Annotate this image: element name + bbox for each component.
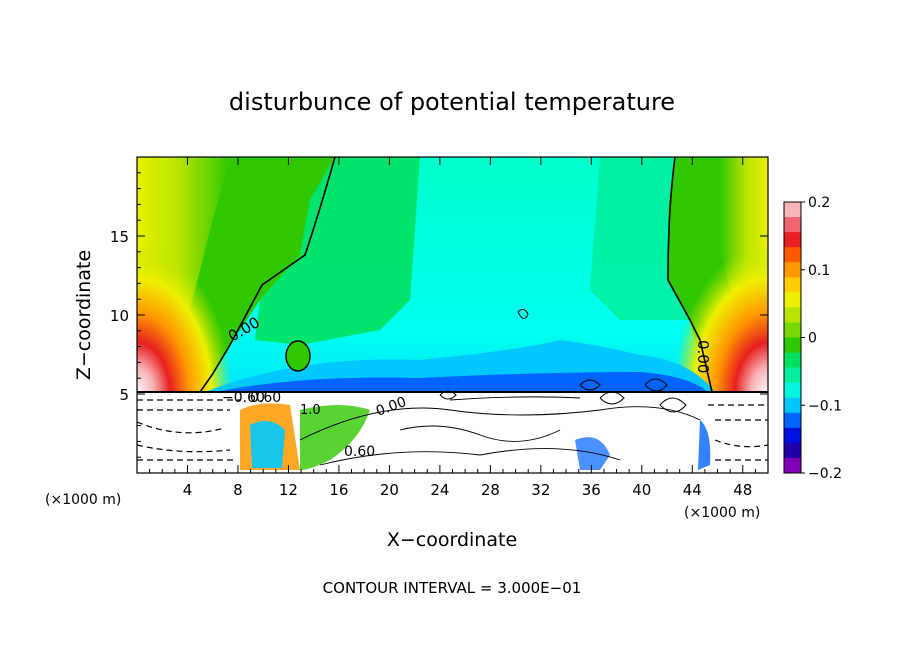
field-lower-anomaly-4 (575, 437, 610, 470)
field-lower-anomaly-2 (300, 405, 370, 470)
x-tick-label: 36 (582, 481, 601, 499)
x-tick-label: 32 (531, 481, 550, 499)
plot-area (137, 157, 768, 473)
x-tick-label: 48 (733, 481, 752, 499)
y-tick-label: 15 (110, 228, 129, 246)
x-tick-label: 20 (380, 481, 399, 499)
colorbar-swatch (784, 457, 801, 474)
colorbar-swatch (784, 217, 801, 233)
colorbar-tick-label: −0.1 (808, 398, 842, 414)
contour-label: 0.60 (344, 444, 375, 460)
contour-cells-right (439, 378, 687, 413)
contour-blob (285, 340, 311, 372)
contour-label: 0.00 (694, 340, 712, 373)
x-tick-label: 12 (279, 481, 298, 499)
x-tick-label: 8 (233, 481, 243, 499)
contour-label: 0.60 (250, 390, 281, 406)
colorbar-swatch (784, 367, 801, 384)
field-hot-left (137, 245, 232, 395)
colorbar-tick-label: 0.1 (808, 263, 830, 279)
y-axis: 5 10 15 (110, 172, 768, 458)
x-tick-label: 40 (632, 481, 651, 499)
field-midgreen-band-right (590, 157, 690, 320)
colorbar: 0.2 0.1 0 −0.1 −0.2 (783, 195, 842, 482)
x-unit-right: (×1000 m) (684, 505, 760, 521)
field-lower-anomaly-3 (250, 421, 285, 468)
contour-zero-right (667, 157, 713, 393)
contour-interface-dashed (137, 399, 768, 461)
field-midgreen-band (255, 157, 420, 345)
colorbar-swatch (784, 232, 801, 248)
x-axis-label: X−coordinate (387, 529, 517, 551)
y-tick-label: 5 (119, 386, 129, 404)
colorbar-swatch (784, 442, 801, 459)
x-tick-label: 4 (183, 481, 193, 499)
y-axis-label: Z−coordinate (73, 250, 95, 380)
y-tick-label: 10 (110, 307, 129, 325)
colorbar-swatch (784, 262, 801, 278)
contour-zero-left (199, 157, 336, 393)
colorbar-swatch (784, 277, 801, 293)
contour-interval-note: CONTOUR INTERVAL = 3.000E−01 (323, 579, 582, 597)
colorbar-swatch (784, 337, 801, 354)
colorbar-swatch (784, 247, 801, 263)
x-tick-label: 16 (329, 481, 348, 499)
colorbar-tick-label: 0 (808, 331, 817, 347)
colorbar-tick-label: −0.2 (808, 466, 842, 482)
colorbar-swatch (784, 397, 801, 414)
chart-title: disturbunce of potential temperature (229, 88, 675, 116)
x-unit-left: (×1000 m) (45, 492, 121, 508)
colorbar-swatch (784, 322, 801, 338)
colorbar-swatch (784, 292, 801, 308)
field-lower-anomaly-5 (698, 420, 711, 470)
contour-blob-small (517, 308, 529, 319)
contour-label: 1.0 (300, 403, 321, 418)
x-tick-label: 28 (481, 481, 500, 499)
x-tick-label: 24 (430, 481, 449, 499)
x-axis: 4 8 12 16 20 24 28 32 36 40 44 48 (149, 157, 756, 499)
colorbar-swatch (784, 202, 801, 218)
colorbar-swatch (784, 427, 801, 444)
colorbar-swatch (784, 352, 801, 369)
contour-lower-solid (299, 396, 701, 466)
colorbar-swatch (784, 307, 801, 323)
x-tick-label: 44 (683, 481, 702, 499)
field-cold-band-deep (215, 372, 708, 392)
contour-label: −0.60 (222, 390, 265, 406)
colorbar-swatch (784, 412, 801, 429)
colorbar-swatch (784, 382, 801, 399)
colorbar-tick-label: 0.2 (808, 195, 830, 211)
